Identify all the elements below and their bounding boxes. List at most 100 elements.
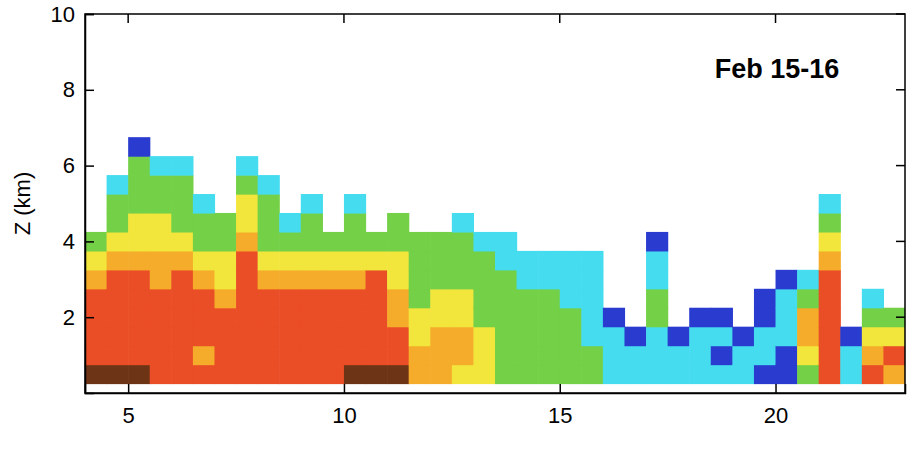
x-tick-mark — [559, 384, 561, 393]
cell — [754, 346, 776, 366]
cell — [689, 327, 711, 347]
cell — [689, 365, 711, 385]
cell — [236, 365, 258, 385]
cell — [214, 327, 236, 347]
cell — [236, 213, 258, 233]
cell — [538, 270, 560, 290]
cell — [236, 346, 258, 366]
cell — [754, 365, 776, 385]
cell — [258, 289, 280, 309]
cell — [128, 289, 150, 309]
cell — [689, 346, 711, 366]
cell — [279, 308, 301, 328]
cell — [322, 251, 344, 271]
cell — [107, 251, 129, 271]
cell — [107, 308, 129, 328]
cell — [797, 365, 819, 385]
cell — [473, 346, 495, 366]
cell — [214, 232, 236, 252]
cell — [603, 308, 625, 328]
cell — [214, 251, 236, 271]
cell — [473, 270, 495, 290]
cell — [883, 365, 905, 385]
cell — [171, 251, 193, 271]
cell — [581, 289, 603, 309]
y-tick-label: 2 — [63, 305, 75, 330]
cell — [409, 251, 431, 271]
y-tick-mark — [85, 165, 94, 167]
cell — [581, 251, 603, 271]
y-tick-right — [896, 13, 905, 15]
cell — [301, 308, 323, 328]
cell — [279, 346, 301, 366]
x-tick: 10 — [332, 384, 356, 428]
cell — [107, 327, 129, 347]
cell — [344, 365, 366, 385]
cell — [624, 327, 646, 347]
cell — [387, 232, 409, 252]
cell — [560, 270, 582, 290]
cell — [85, 308, 107, 328]
cell — [301, 232, 323, 252]
y-tick: 10 — [51, 2, 94, 27]
cell — [646, 232, 668, 252]
cell — [258, 175, 280, 195]
cell — [366, 232, 388, 252]
y-axis-line — [86, 15, 95, 394]
cell — [473, 308, 495, 328]
cell — [624, 365, 646, 385]
cell — [430, 251, 452, 271]
cell — [85, 289, 107, 309]
cell — [193, 194, 215, 214]
cell — [301, 365, 323, 385]
cell — [862, 308, 884, 328]
cell — [819, 194, 841, 214]
cell — [452, 232, 474, 252]
cell — [711, 365, 733, 385]
cell — [236, 156, 258, 176]
cell — [85, 346, 107, 366]
cell — [258, 213, 280, 233]
cell — [344, 308, 366, 328]
y-tick: 2 — [63, 305, 94, 330]
x-tick-label: 20 — [764, 403, 788, 428]
y-tick: 6 — [63, 153, 94, 178]
cell — [473, 365, 495, 385]
cell — [344, 289, 366, 309]
cell — [85, 327, 107, 347]
chart: 5101520246810Feb 15-16Z (km) — [0, 0, 915, 465]
cell — [776, 308, 798, 328]
cell — [171, 232, 193, 252]
cell — [409, 289, 431, 309]
cell — [581, 308, 603, 328]
cell — [387, 251, 409, 271]
cell — [193, 270, 215, 290]
cell — [603, 365, 625, 385]
cell — [560, 365, 582, 385]
cell — [538, 346, 560, 366]
cell — [322, 308, 344, 328]
cell — [214, 213, 236, 233]
x-tick-label: 10 — [332, 403, 356, 428]
cell — [560, 346, 582, 366]
cell — [344, 346, 366, 366]
cell — [236, 289, 258, 309]
cell — [452, 213, 474, 233]
cell — [581, 365, 603, 385]
y-tick-mark — [85, 14, 94, 16]
cell — [214, 365, 236, 385]
cell — [258, 308, 280, 328]
cell — [495, 308, 517, 328]
cell — [819, 365, 841, 385]
cell — [171, 175, 193, 195]
cell — [128, 175, 150, 195]
cell — [301, 270, 323, 290]
cell — [387, 213, 409, 233]
cell — [150, 308, 172, 328]
cell — [538, 365, 560, 385]
cell — [322, 289, 344, 309]
cell — [366, 251, 388, 271]
cell — [819, 327, 841, 347]
cell — [495, 327, 517, 347]
cell — [754, 327, 776, 347]
